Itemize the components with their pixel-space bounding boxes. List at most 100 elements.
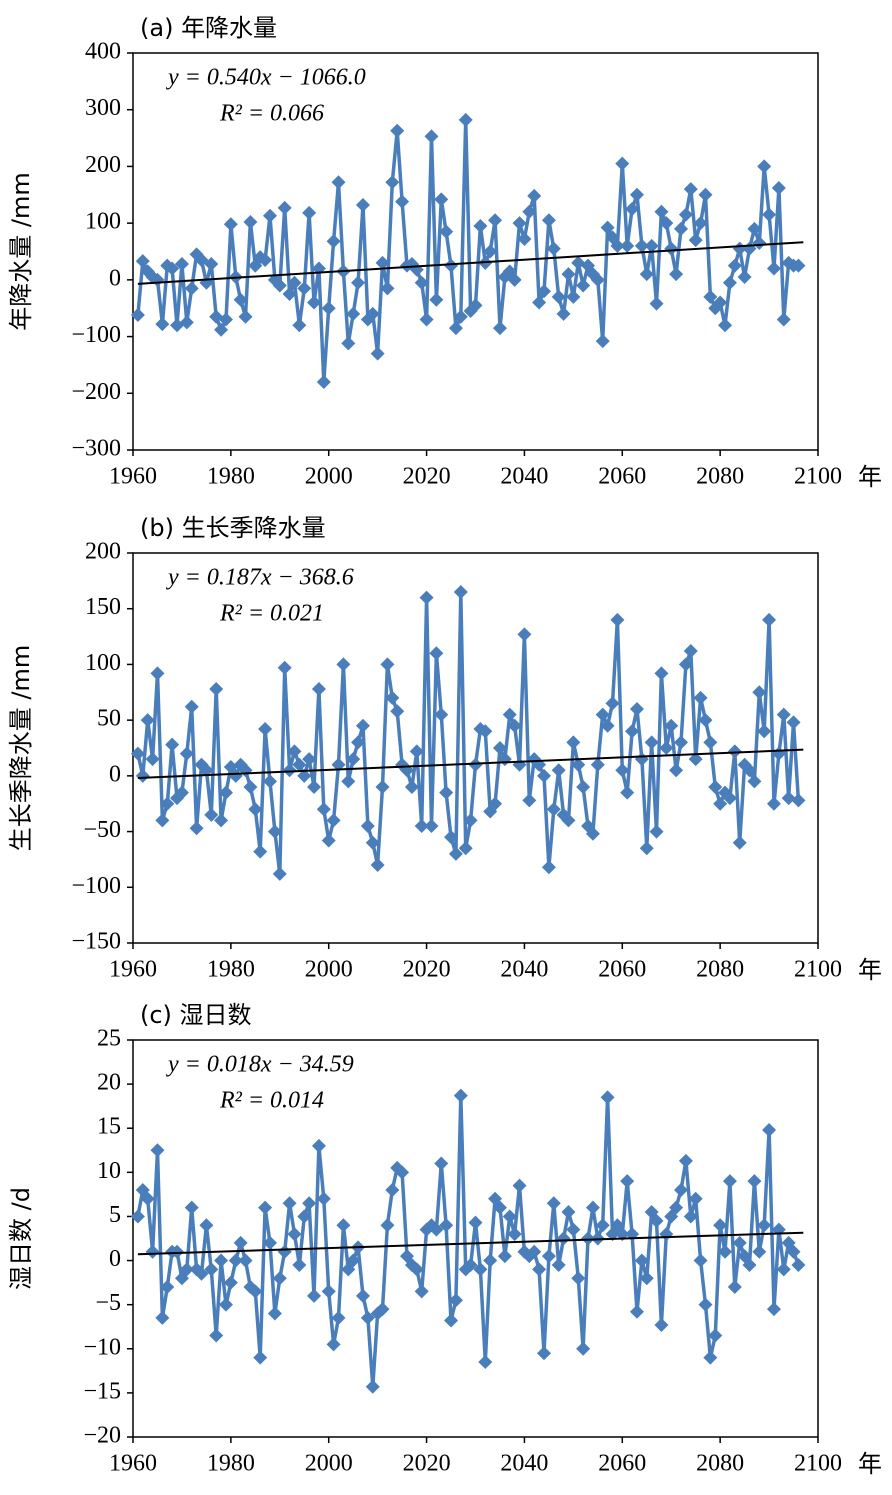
x-axis-unit: 年 bbox=[858, 1450, 882, 1478]
data-marker bbox=[532, 295, 547, 310]
data-marker bbox=[776, 707, 791, 722]
data-marker bbox=[326, 1337, 341, 1352]
data-marker bbox=[556, 306, 571, 321]
y-tick-label: 150 bbox=[85, 594, 121, 620]
data-marker bbox=[688, 233, 703, 248]
data-marker bbox=[321, 301, 336, 316]
data-marker bbox=[292, 1257, 307, 1272]
data-marker bbox=[302, 752, 317, 767]
data-marker bbox=[204, 256, 219, 271]
data-marker bbox=[693, 216, 708, 231]
data-marker bbox=[600, 220, 615, 235]
data-line bbox=[136, 118, 799, 384]
data-marker bbox=[380, 1218, 395, 1233]
x-tick-label: 1960 bbox=[109, 1451, 157, 1477]
data-marker bbox=[258, 253, 273, 268]
panel-title: (b) 生长季降水量 bbox=[140, 514, 326, 542]
data-marker bbox=[336, 657, 351, 672]
data-marker bbox=[282, 287, 297, 302]
data-marker bbox=[385, 1182, 400, 1197]
data-marker bbox=[160, 796, 175, 811]
y-tick-label: −300 bbox=[71, 436, 121, 462]
data-marker bbox=[703, 735, 718, 750]
data-marker bbox=[776, 1262, 791, 1277]
data-marker bbox=[395, 1165, 410, 1180]
data-marker bbox=[473, 1262, 488, 1277]
data-marker bbox=[669, 267, 684, 282]
data-marker bbox=[355, 718, 370, 733]
data-marker bbox=[541, 860, 556, 875]
data-marker bbox=[135, 254, 150, 269]
data-marker bbox=[781, 791, 796, 806]
data-marker bbox=[321, 833, 336, 848]
data-marker bbox=[189, 821, 204, 836]
x-tick-label: 2020 bbox=[403, 464, 451, 490]
r-squared: R² = 0.014 bbox=[219, 1088, 324, 1114]
data-marker bbox=[595, 334, 610, 349]
data-marker bbox=[155, 813, 170, 828]
data-marker bbox=[448, 846, 463, 861]
data-marker bbox=[551, 763, 566, 778]
data-marker bbox=[727, 744, 742, 759]
x-tick-label: 2040 bbox=[500, 464, 548, 490]
data-marker bbox=[341, 774, 356, 789]
data-marker bbox=[693, 690, 708, 705]
x-tick-label: 2040 bbox=[500, 957, 548, 983]
x-tick-label: 2060 bbox=[598, 464, 646, 490]
data-marker bbox=[517, 627, 532, 642]
x-tick-label: 2000 bbox=[305, 1451, 353, 1477]
data-marker bbox=[517, 232, 532, 247]
data-marker bbox=[708, 780, 723, 794]
data-marker bbox=[287, 275, 302, 290]
data-marker bbox=[282, 763, 297, 778]
data-marker bbox=[272, 1271, 287, 1286]
data-marker bbox=[629, 1304, 644, 1319]
data-marker bbox=[483, 244, 498, 259]
data-marker bbox=[556, 1231, 571, 1246]
data-marker bbox=[674, 735, 688, 750]
y-tick-label: 0 bbox=[109, 265, 121, 291]
data-marker bbox=[786, 715, 801, 730]
y-tick-label: 200 bbox=[85, 539, 121, 565]
data-marker bbox=[365, 1379, 380, 1394]
panel: −300 −200 −100 0 100 200 300 400 1960 1980 2000 202… bbox=[7, 14, 882, 491]
data-marker bbox=[762, 207, 777, 222]
data-marker bbox=[512, 216, 527, 231]
data-marker bbox=[258, 722, 273, 737]
data-marker bbox=[243, 780, 258, 794]
data-marker bbox=[444, 258, 459, 273]
data-marker bbox=[277, 200, 292, 215]
data-marker bbox=[546, 241, 561, 256]
data-marker bbox=[722, 791, 737, 806]
data-marker bbox=[130, 308, 145, 323]
data-marker bbox=[527, 1244, 542, 1259]
y-tick-label: −5 bbox=[95, 1290, 121, 1316]
data-marker bbox=[483, 1253, 498, 1268]
y-tick-label: 300 bbox=[85, 95, 121, 121]
data-marker bbox=[644, 238, 659, 253]
data-marker bbox=[326, 813, 341, 828]
data-marker bbox=[620, 785, 635, 800]
data-marker bbox=[189, 247, 204, 262]
data-marker bbox=[233, 1235, 248, 1250]
data-marker bbox=[551, 289, 566, 304]
data-marker bbox=[659, 1227, 674, 1242]
data-marker bbox=[243, 215, 258, 230]
y-tick-label: 0 bbox=[109, 761, 121, 787]
data-marker bbox=[659, 216, 674, 231]
data-marker bbox=[718, 1244, 733, 1259]
data-marker bbox=[561, 1205, 576, 1220]
data-marker bbox=[204, 1262, 219, 1277]
data-marker bbox=[463, 1257, 478, 1272]
data-marker bbox=[439, 224, 454, 239]
data-marker bbox=[355, 1288, 370, 1303]
data-marker bbox=[194, 1266, 209, 1281]
trend-line bbox=[137, 1231, 804, 1256]
data-marker bbox=[683, 182, 698, 197]
y-axis-label: 湿日数 /d bbox=[7, 1187, 35, 1290]
data-marker bbox=[395, 194, 410, 209]
data-marker bbox=[492, 321, 507, 336]
data-marker bbox=[590, 757, 605, 772]
data-marker bbox=[649, 824, 664, 839]
data-marker bbox=[478, 724, 493, 739]
